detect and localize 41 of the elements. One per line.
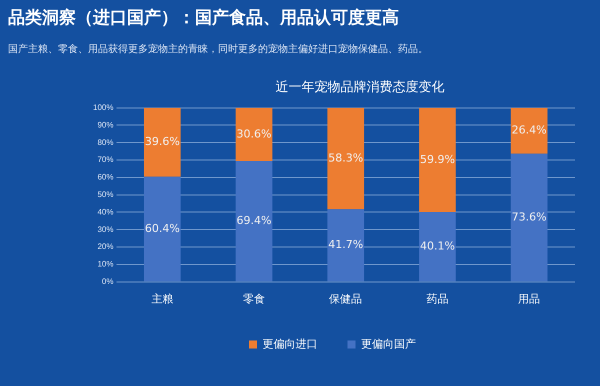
data-label: 73.6% [512, 210, 547, 224]
legend-label: 更偏向国产 [361, 338, 416, 351]
bar [510, 154, 548, 282]
data-label: 26.4% [512, 124, 547, 137]
x-tick-label: 主粮 [151, 292, 174, 306]
chart-subtitle: 国产主粮、零食、用品获得更多宠物主的青睐，同时更多的宠物主偏好进口宠物保健品、药品。 [8, 42, 428, 56]
y-tick-label: 90% [97, 120, 114, 130]
bar [144, 108, 181, 177]
y-tick-label: 50% [97, 190, 114, 200]
y-tick-label: 0% [102, 277, 114, 286]
text: 近一年宠物品牌消费态度变化 [274, 79, 446, 96]
y-tick-label: 60% [97, 172, 114, 182]
y-tick-label: 70% [97, 155, 114, 164]
bar [236, 161, 272, 282]
bar [419, 108, 456, 212]
x-tick-label: 保健品 [329, 293, 362, 306]
bar [236, 108, 272, 162]
y-tick-label: 10% [97, 260, 114, 269]
bar [419, 212, 456, 282]
chart-title: 品类洞察（进口国产）：国产食品、用品认可度更高 [8, 7, 399, 29]
data-label: 39.6% [144, 135, 180, 148]
bar [327, 209, 364, 282]
legend-label: 更偏向进口 [262, 338, 318, 351]
y-tick-label: 80% [97, 138, 114, 147]
x-tick-label: 药品 [426, 292, 448, 306]
y-tick-label: 30% [97, 224, 114, 234]
data-label: 30.6% [236, 127, 272, 140]
data-label: 41.7% [328, 238, 364, 252]
data-label: 60.4% [144, 222, 180, 235]
data-label: 58.3% [328, 151, 364, 164]
bar [327, 108, 364, 210]
data-label: 69.4% [236, 214, 272, 228]
bar [144, 176, 181, 282]
data-label: 59.9% [420, 152, 455, 166]
x-tick-label: 用品 [518, 293, 540, 306]
y-tick-label: 20% [97, 242, 114, 252]
x-tick-label: 零食 [243, 293, 266, 306]
y-tick-label: 100% [92, 103, 114, 112]
data-label: 40.1% [420, 240, 455, 253]
bar [510, 108, 548, 154]
y-tick-label: 40% [97, 207, 114, 216]
